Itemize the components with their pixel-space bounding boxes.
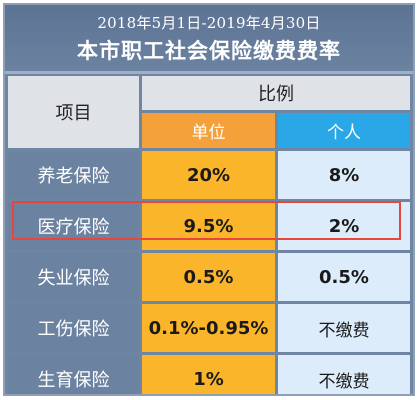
row-label-work-injury: 工伤保险 [8, 304, 139, 352]
ratio-column-header: 比例 [142, 76, 410, 110]
person-rate-maternity: 不缴费 [278, 355, 410, 394]
person-rate-work-injury: 不缴费 [278, 304, 410, 352]
row-label-unemployment: 失业保险 [8, 253, 139, 301]
unit-rate-medical: 9.5% [142, 202, 275, 250]
person-column-header: 个人 [278, 113, 410, 148]
insurance-rate-card: 2018年5月1日-2019年4月30日 本市职工社会保险缴费费率 项目 比例 … [3, 3, 415, 396]
rate-table: 项目 比例 单位 个人 养老保险 20% 8% 医疗保险 9.5% 2% 失业保… [5, 74, 413, 394]
person-rate-unemployment: 0.5% [278, 253, 410, 301]
unit-rate-unemployment: 0.5% [142, 253, 275, 301]
unit-column-header: 单位 [142, 113, 275, 148]
person-rate-medical: 2% [278, 202, 410, 250]
row-label-pension: 养老保险 [8, 151, 139, 199]
item-column-header: 项目 [8, 76, 139, 148]
title-band: 2018年5月1日-2019年4月30日 本市职工社会保险缴费费率 [5, 5, 413, 74]
unit-rate-pension: 20% [142, 151, 275, 199]
unit-rate-work-injury: 0.1%-0.95% [142, 304, 275, 352]
page-title: 本市职工社会保险缴费费率 [77, 39, 341, 63]
row-label-maternity: 生育保险 [8, 355, 139, 394]
row-label-medical: 医疗保险 [8, 202, 139, 250]
unit-rate-maternity: 1% [142, 355, 275, 394]
date-range: 2018年5月1日-2019年4月30日 [97, 14, 321, 32]
person-rate-pension: 8% [278, 151, 410, 199]
